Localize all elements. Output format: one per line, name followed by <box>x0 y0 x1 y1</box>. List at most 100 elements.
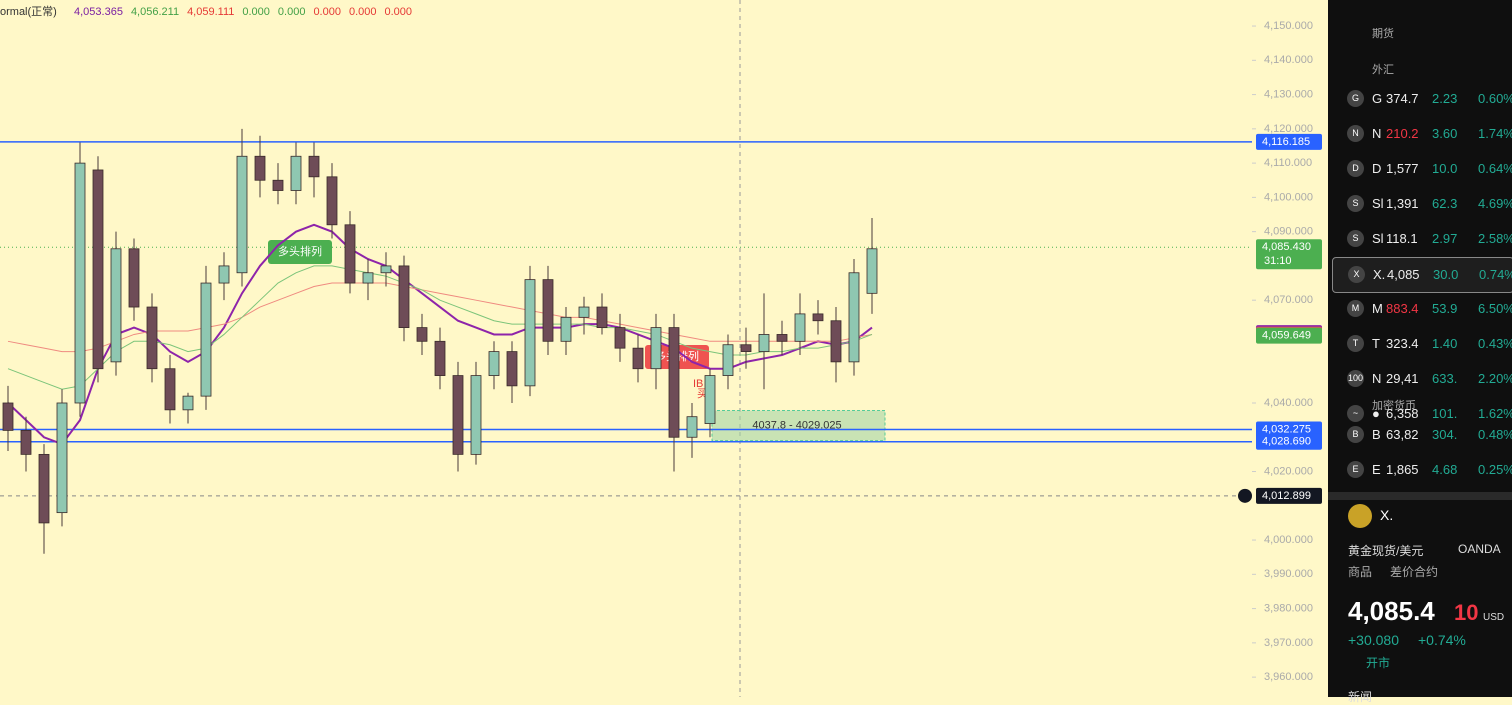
level-badge-label: 4,032.275 <box>1262 423 1311 435</box>
row-icon: G <box>1347 90 1364 107</box>
candle-body <box>830 320 842 363</box>
candle-body <box>434 340 446 376</box>
watchlist-row[interactable]: B B 63,82 304. 0.48% <box>1332 418 1512 452</box>
candle-body <box>362 272 374 284</box>
row-price: 210.2 <box>1386 126 1419 141</box>
detail-status: 开市 <box>1366 656 1391 670</box>
candle-body <box>470 375 482 455</box>
candle-body <box>866 248 878 294</box>
watchlist-row[interactable]: E E 1,865 4.68 0.25% <box>1332 453 1512 487</box>
detail-exchange: OANDA <box>1458 542 1501 556</box>
candle-body <box>776 334 788 342</box>
candle-body <box>146 306 158 370</box>
row-pct: 0.60% <box>1478 91 1512 106</box>
candle-body <box>254 155 266 181</box>
header-value: 0.000 <box>385 6 413 18</box>
ma-badge-label: 4,059.649 <box>1262 330 1311 342</box>
row-symbol: X. <box>1373 267 1386 282</box>
header-value: 4,056.211 <box>131 6 179 18</box>
detail-contract: 差价合约 <box>1390 565 1439 579</box>
y-tick-label: 4,140.000 <box>1264 54 1313 66</box>
row-pct: 0.43% <box>1478 336 1512 351</box>
row-pct: 2.58% <box>1478 231 1512 246</box>
watchlist-row[interactable]: D D 1,577 10.0 0.64% <box>1332 152 1512 186</box>
candle-body <box>218 265 230 284</box>
row-icon: S <box>1347 195 1364 212</box>
y-tick-label: 4,120.000 <box>1264 123 1313 135</box>
divider <box>1328 492 1512 500</box>
watchlist-row[interactable]: ~ ● 6,358 101. 1.62% <box>1332 397 1512 431</box>
row-change: 101. <box>1432 406 1458 421</box>
row-change: 304. <box>1432 427 1458 442</box>
watchlist-row[interactable]: S Sl 118.1 2.97 2.58% <box>1332 222 1512 256</box>
watchlist-row[interactable]: X X.4,085 30.0 0.74% <box>1332 257 1512 293</box>
row-pct: 0.48% <box>1478 427 1512 442</box>
row-price: 374.7 <box>1386 91 1419 106</box>
row-pct: 0.64% <box>1478 161 1512 176</box>
header-value: 4,053.365 <box>74 6 123 18</box>
header: ormal(正常) <box>0 5 57 18</box>
row-symbol: ● <box>1372 406 1380 421</box>
watchlist-row[interactable]: 100 N 29,41 633. 2.20% <box>1332 362 1512 396</box>
y-tick-label: 3,990.000 <box>1264 568 1313 580</box>
candle-body <box>2 402 14 431</box>
crosshair-badge-label: 4,012.899 <box>1262 490 1311 502</box>
header-value: 4,059.111 <box>187 6 234 18</box>
candle-body <box>704 375 716 424</box>
row-icon: X <box>1348 266 1365 283</box>
detail-change: +30.080 <box>1348 632 1399 648</box>
section-header: 外汇 <box>1372 64 1394 76</box>
candle-body <box>542 279 554 342</box>
detail-symbol: X. <box>1380 507 1394 523</box>
y-tick-label: 3,980.000 <box>1264 602 1313 614</box>
y-tick-label: 4,100.000 <box>1264 191 1313 203</box>
candle-body <box>236 155 248 274</box>
add-button <box>1238 488 1252 503</box>
candle-body <box>20 429 32 455</box>
row-price: 323.4 <box>1386 336 1419 351</box>
row-change: 53.9 <box>1432 301 1458 316</box>
watchlist-row[interactable]: M M 883.4 53.9 6.50% <box>1332 292 1512 326</box>
row-price: 118.1 <box>1386 231 1418 246</box>
row-symbol: D <box>1372 161 1382 176</box>
row-change: 4.68 <box>1432 462 1458 477</box>
row-price: 1,865 <box>1386 462 1419 477</box>
detail-kind: 商品 <box>1348 565 1373 579</box>
row-pct: 0.74% <box>1479 267 1512 282</box>
row-icon: S <box>1347 230 1364 247</box>
candle-body <box>128 248 140 308</box>
candle-body <box>794 313 806 342</box>
header-label: ormal(正常) <box>0 5 57 18</box>
y-tick-label: 4,020.000 <box>1264 465 1313 477</box>
candle-body <box>740 344 752 352</box>
watchlist-row[interactable]: G G 374.7 2.23 0.60% <box>1332 82 1512 116</box>
row-change: 3.60 <box>1432 126 1458 141</box>
zone <box>711 410 886 442</box>
row-pct: 1.74% <box>1478 126 1512 141</box>
level-badge-label: 4,028.690 <box>1262 436 1311 448</box>
candle-body <box>110 248 122 363</box>
y-tick-label: 4,090.000 <box>1264 226 1313 238</box>
candle-body <box>488 351 500 376</box>
watchlist-row[interactable]: S Sl 1,391 62.3 4.69% <box>1332 187 1512 221</box>
detail-icon <box>1348 504 1372 528</box>
candle-body <box>380 265 392 274</box>
watchlist-row[interactable]: T T 323.4 1.40 0.43% <box>1332 327 1512 361</box>
header-value: 0.000 <box>242 6 270 18</box>
level-badge <box>1256 433 1322 450</box>
section-header: 期货 <box>1372 28 1394 40</box>
row-price: 883.4 <box>1386 301 1419 316</box>
row-change: 633. <box>1432 371 1458 386</box>
row-icon: B <box>1347 426 1364 443</box>
row-price: 1,391 <box>1386 196 1419 211</box>
row-symbol: N <box>1372 371 1382 386</box>
y-tick-label: 4,150.000 <box>1264 20 1313 32</box>
row-symbol: Sl <box>1372 231 1384 246</box>
watchlist-row[interactable]: N N 210.2 3.60 1.74% <box>1332 117 1512 151</box>
ma-badge <box>1256 327 1322 344</box>
candle-body <box>614 327 626 349</box>
candle-body <box>452 375 464 455</box>
candle-body <box>416 327 428 342</box>
candle-body <box>758 334 770 352</box>
candle-body <box>632 347 644 370</box>
